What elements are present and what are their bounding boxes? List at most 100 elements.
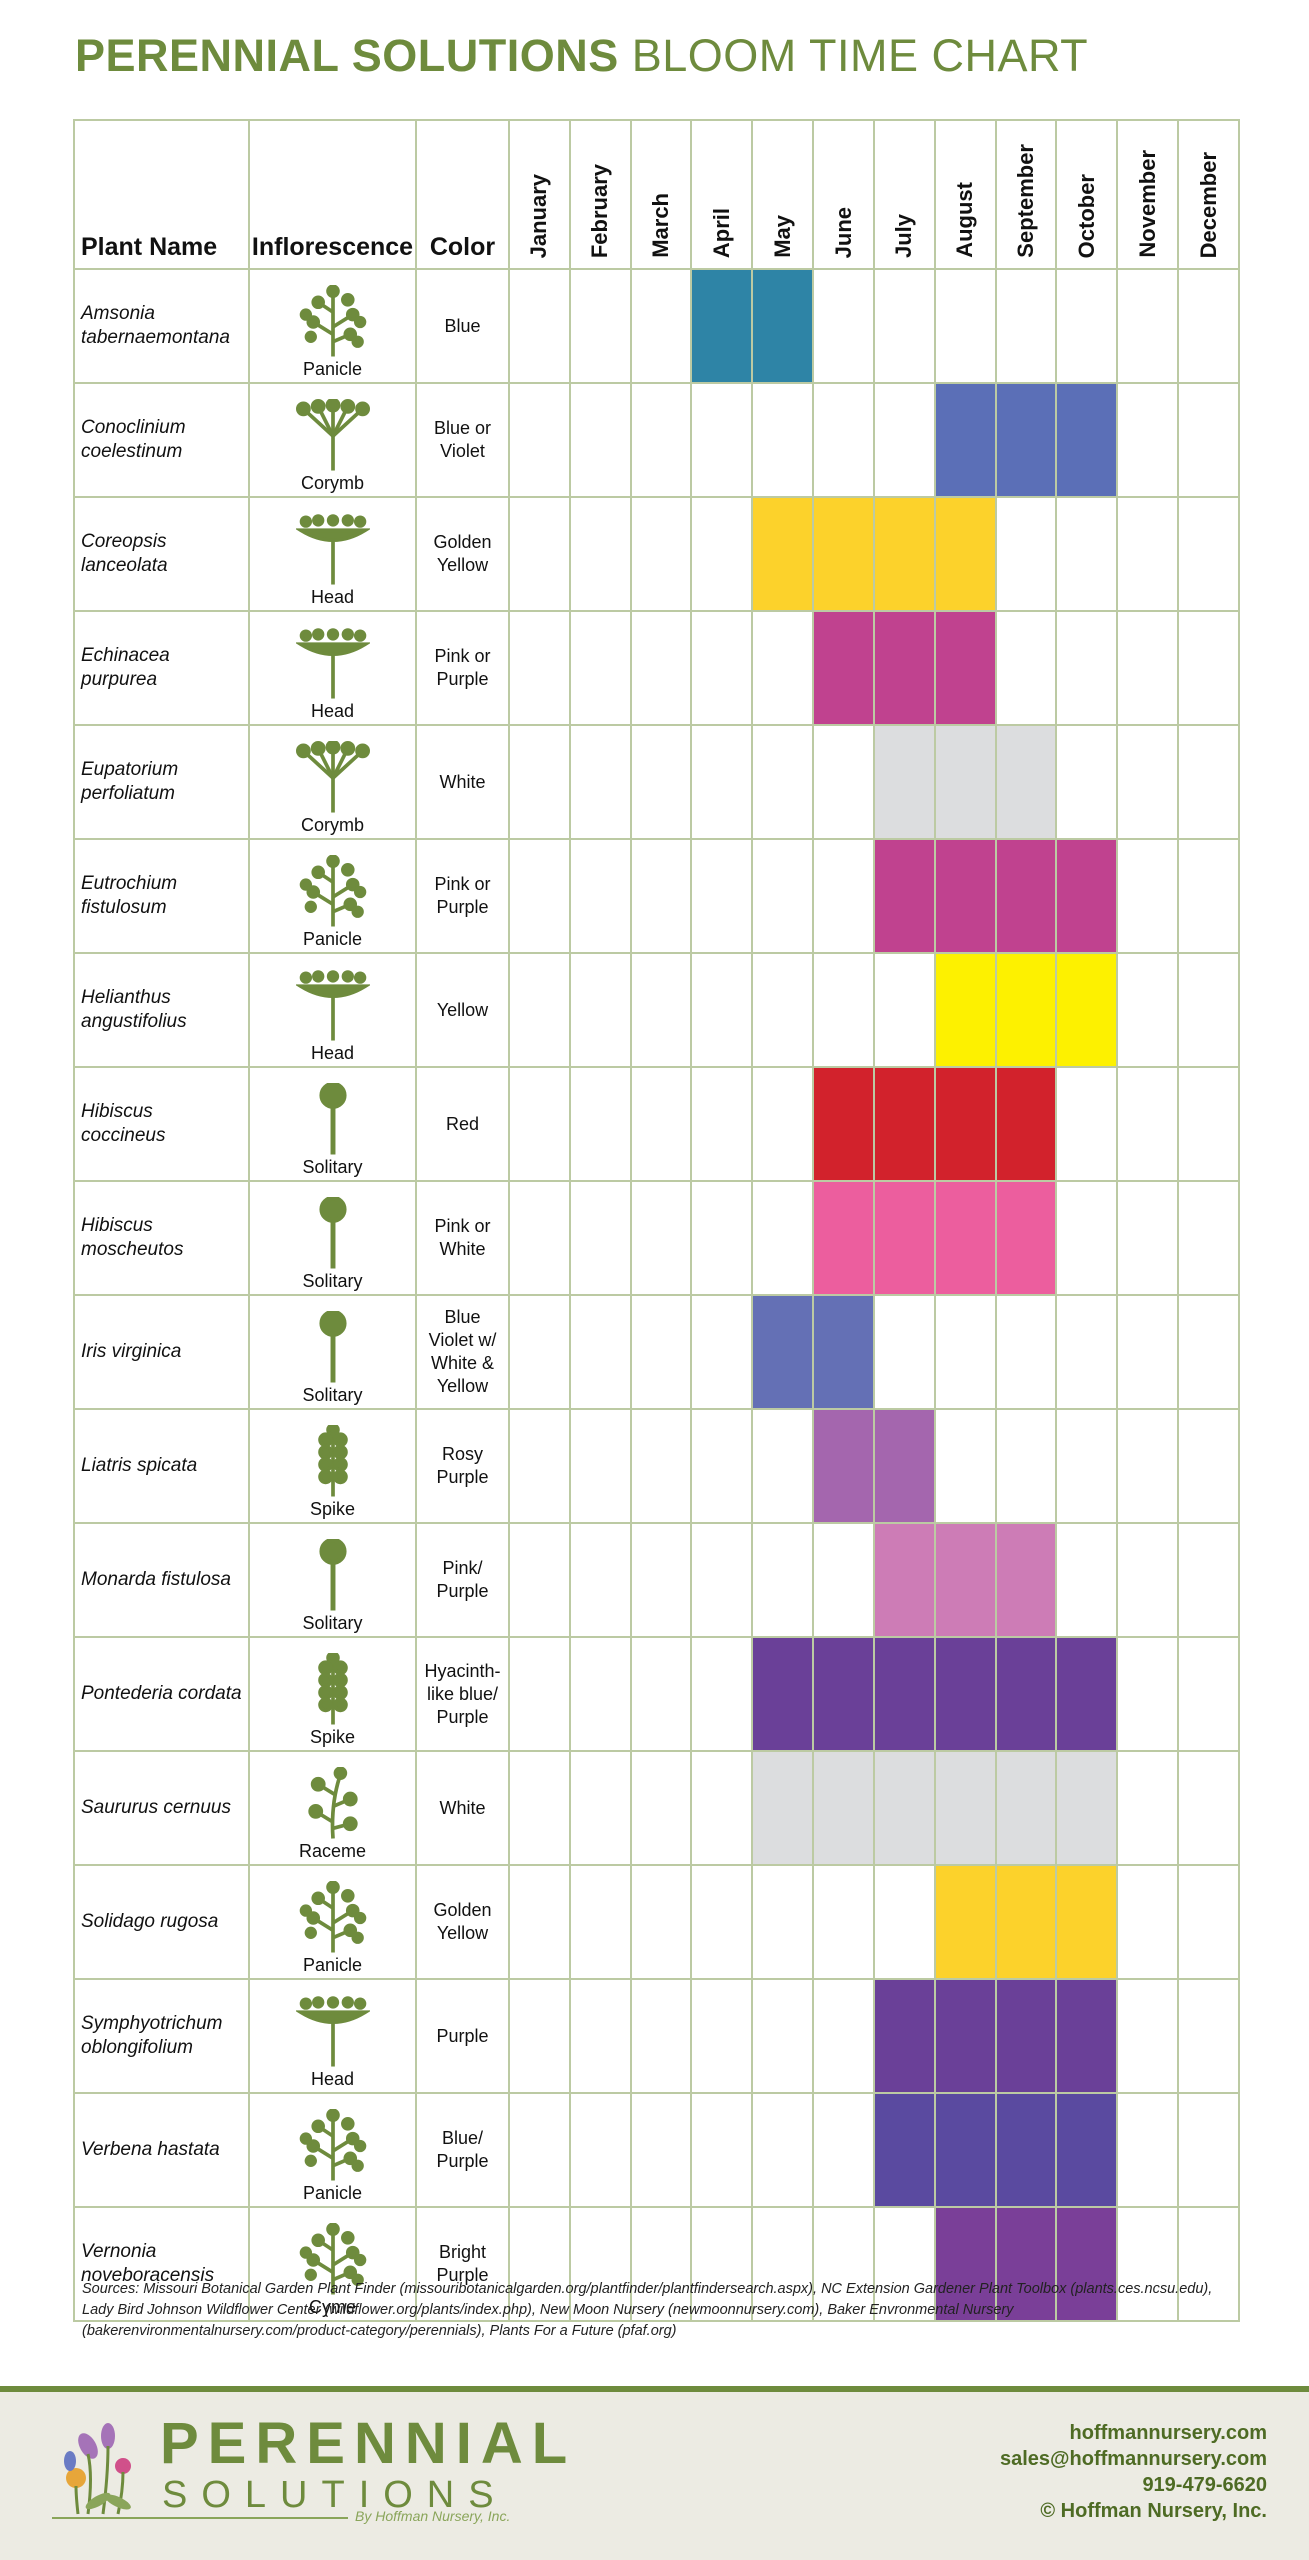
month-cell xyxy=(690,2092,754,2208)
bloom-cell xyxy=(933,1066,997,1182)
month-cell xyxy=(568,610,632,726)
month-cell xyxy=(629,1294,693,1410)
month-cell xyxy=(508,382,571,498)
bloom-cell xyxy=(812,1750,875,1866)
inflorescence: Spike xyxy=(248,1636,417,1752)
contact: hoffmannursery.com sales@hoffmannursery.c… xyxy=(1000,2420,1267,2524)
month-cell xyxy=(629,2206,693,2322)
month-cell xyxy=(812,2206,875,2322)
inflorescence-icon xyxy=(296,855,370,929)
logo-byline: By Hoffman Nursery, Inc. xyxy=(355,2508,511,2524)
inflorescence: Head xyxy=(248,1978,417,2094)
month-cell xyxy=(812,952,875,1068)
month-cell xyxy=(568,382,632,498)
plant-row: Monarda fistulosa Solitary Pink/ Purple xyxy=(73,1522,1240,1638)
bloom-cell xyxy=(872,1636,936,1752)
month-label: January xyxy=(526,173,552,258)
month-cell xyxy=(1177,1408,1240,1524)
plant-row: Conoclinium coelestinum Corymb Blue or Vio… xyxy=(73,382,1240,498)
plant-name: Monarda fistulosa xyxy=(73,1522,250,1638)
month-cell xyxy=(1116,838,1180,954)
bloom-cell xyxy=(933,1864,997,1980)
inflorescence-icon xyxy=(296,1881,370,1955)
month-cell xyxy=(751,1180,815,1296)
inflorescence-label: Solitary xyxy=(302,1157,363,1177)
inflorescence-label: Head xyxy=(310,1043,355,1063)
inflorescence: Head xyxy=(248,952,417,1068)
bloom-color: Pink/ Purple xyxy=(415,1522,510,1638)
bloom-cell xyxy=(933,1978,997,2094)
plant-name: Conoclinium coelestinum xyxy=(73,382,250,498)
plant-name: Helianthus angustifolius xyxy=(73,952,250,1068)
month-cell xyxy=(1055,1180,1119,1296)
month-cell xyxy=(690,1636,754,1752)
bloom-cell xyxy=(933,610,997,726)
month-cell xyxy=(568,1408,632,1524)
month-cell xyxy=(1177,1750,1240,1866)
bloom-cell xyxy=(994,952,1058,1068)
inflorescence: Solitary xyxy=(248,1294,417,1410)
month-label: July xyxy=(891,213,917,258)
month-cell xyxy=(1177,724,1240,840)
month-cell xyxy=(1116,382,1180,498)
inflorescence: Head xyxy=(248,496,417,612)
inflorescence: Corymb xyxy=(248,724,417,840)
month-cell xyxy=(751,2206,815,2322)
bloom-cell xyxy=(933,382,997,498)
inflorescence-icon xyxy=(296,2109,370,2183)
month-cell xyxy=(812,838,875,954)
month-cell xyxy=(508,1408,571,1524)
inflorescence-icon xyxy=(296,969,370,1043)
bloom-cell xyxy=(994,1864,1058,1980)
inflorescence: Solitary xyxy=(248,1522,417,1638)
month-cell xyxy=(994,1408,1058,1524)
month-cell xyxy=(508,1978,571,2094)
month-cell xyxy=(690,724,754,840)
inflorescence-label: Head xyxy=(310,587,355,607)
plant-row: Helianthus angustifolius Head Yellow xyxy=(73,952,1240,1068)
plant-row: Hibiscus coccineus Solitary Red xyxy=(73,1066,1240,1182)
plant-row: Liatris spicata Spike Rosy Purple xyxy=(73,1408,1240,1524)
bloom-cell xyxy=(872,496,936,612)
plant-name: Hibiscus moscheutos xyxy=(73,1180,250,1296)
month-cell xyxy=(1116,724,1180,840)
bloom-color: Blue or Violet xyxy=(415,382,510,498)
bloom-color: Golden Yellow xyxy=(415,496,510,612)
month-cell xyxy=(1177,1636,1240,1752)
logo-rule xyxy=(52,2517,348,2519)
month-cell xyxy=(1116,1750,1180,1866)
plant-name: Echinacea purpurea xyxy=(73,610,250,726)
inflorescence-icon xyxy=(296,1197,370,1271)
month-cell xyxy=(751,724,815,840)
bloom-color: Golden Yellow xyxy=(415,1864,510,1980)
month-cell xyxy=(1116,1522,1180,1638)
month-header: January xyxy=(508,119,571,270)
inflorescence: Panicle xyxy=(248,2092,417,2208)
inflorescence-label: Panicle xyxy=(302,2183,363,2203)
month-cell xyxy=(1177,382,1240,498)
bloom-cell xyxy=(933,2206,997,2322)
inflorescence: Raceme xyxy=(248,1750,417,1866)
month-cell xyxy=(629,1864,693,1980)
month-cell xyxy=(812,382,875,498)
plant-row: Eutrochium fistulosum Panicle Pink or Purp… xyxy=(73,838,1240,954)
inflorescence: Panicle xyxy=(248,838,417,954)
month-label: April xyxy=(708,207,734,258)
month-header: June xyxy=(812,119,875,270)
month-cell xyxy=(1177,2092,1240,2208)
bloom-cell xyxy=(933,1636,997,1752)
inflorescence-icon xyxy=(296,399,370,473)
month-cell xyxy=(1177,1294,1240,1410)
month-cell xyxy=(1055,1408,1119,1524)
month-cell xyxy=(629,952,693,1068)
month-cell xyxy=(508,1066,571,1182)
bloom-cell xyxy=(751,1294,815,1410)
bloom-cell xyxy=(812,610,875,726)
bloom-cell xyxy=(1055,382,1119,498)
month-cell xyxy=(568,724,632,840)
month-cell xyxy=(508,268,571,384)
month-label: September xyxy=(1013,144,1039,258)
month-cell xyxy=(508,2206,571,2322)
inflorescence: Solitary xyxy=(248,1066,417,1182)
contact-line: © Hoffman Nursery, Inc. xyxy=(1040,2500,1267,2522)
